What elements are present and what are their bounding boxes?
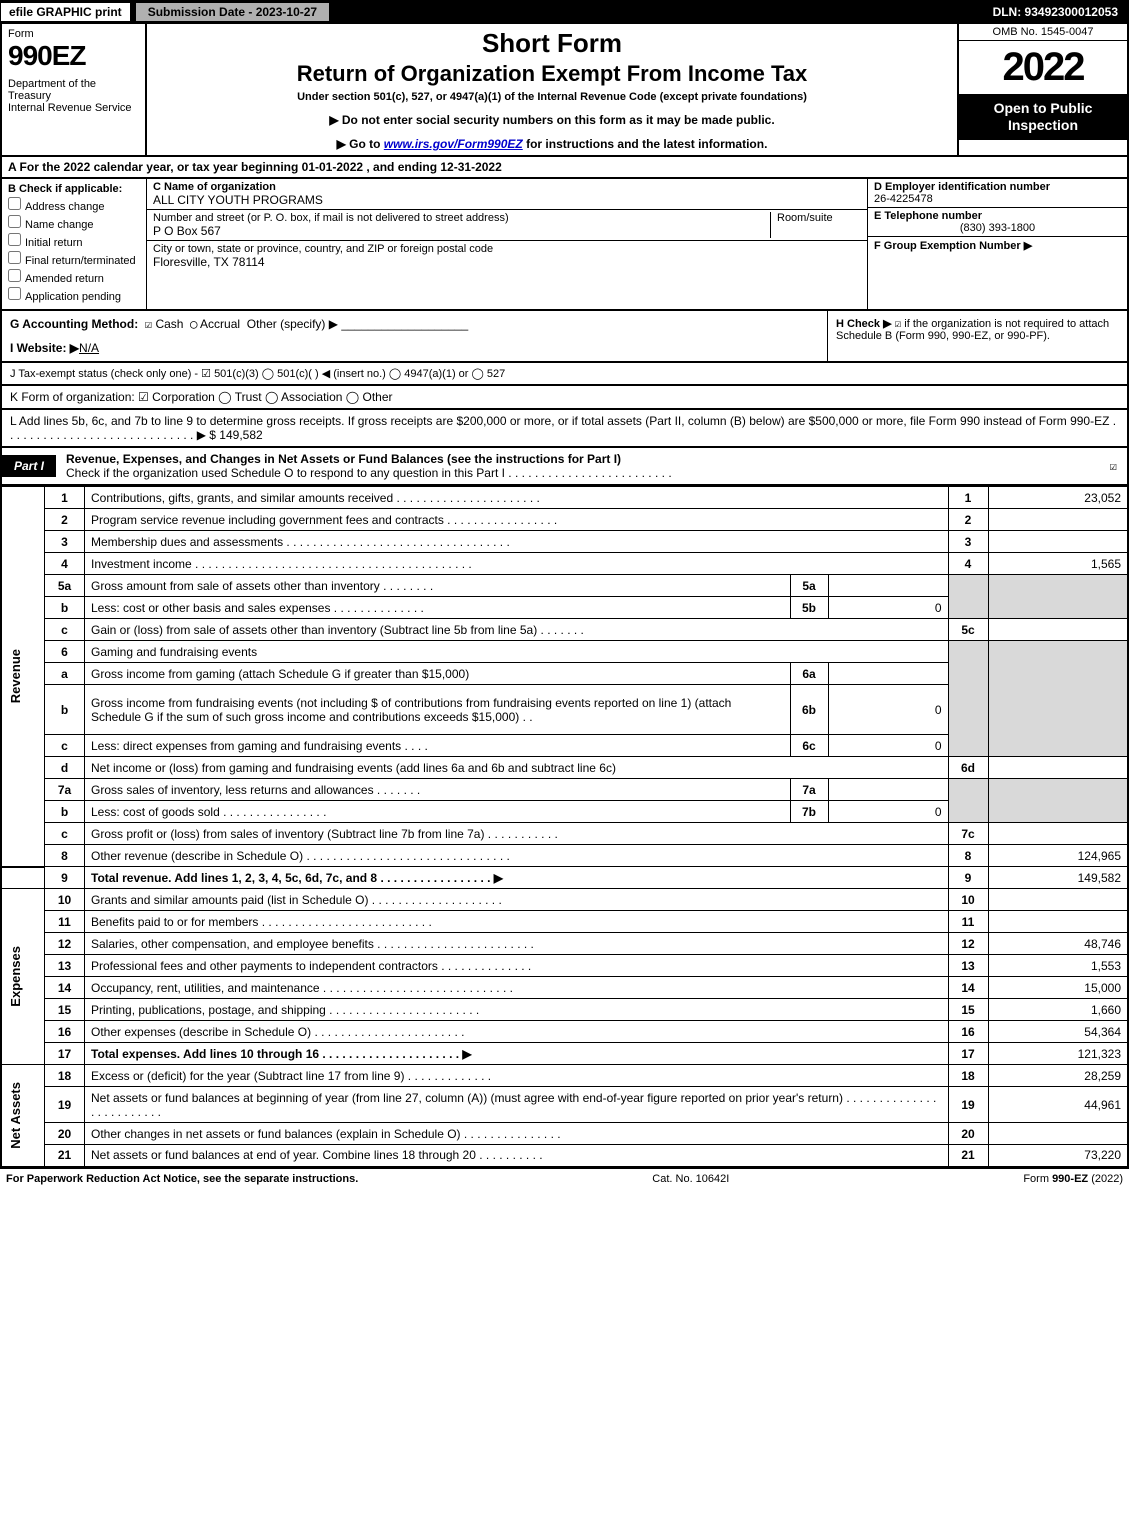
row-l-gross-receipts: L Add lines 5b, 6c, and 7b to line 9 to … <box>0 410 1129 448</box>
room-suite-label: Room/suite <box>777 212 861 224</box>
group-exemption-label: F Group Exemption Number ▶ <box>874 239 1121 252</box>
irs-link[interactable]: www.irs.gov/Form990EZ <box>384 137 523 151</box>
org-name-label: C Name of organization <box>153 181 861 193</box>
part1-sub: Check if the organization used Schedule … <box>66 466 672 480</box>
revenue-side-label: Revenue <box>8 649 23 703</box>
chk-address-change[interactable]: Address change <box>8 197 140 213</box>
footer-left: For Paperwork Reduction Act Notice, see … <box>6 1173 358 1185</box>
row-k-org-form: K Form of organization: ☑ Corporation ◯ … <box>0 386 1129 410</box>
subtitle: Under section 501(c), 527, or 4947(a)(1)… <box>155 91 949 103</box>
line-18-amt: 28,259 <box>988 1065 1128 1087</box>
submission-date: Submission Date - 2023-10-27 <box>135 2 330 22</box>
line-9-amt: 149,582 <box>988 867 1128 889</box>
telephone-label: E Telephone number <box>874 210 1121 222</box>
part1-title: Revenue, Expenses, and Changes in Net As… <box>66 452 621 466</box>
netassets-side-label: Net Assets <box>8 1082 23 1149</box>
dln-label: DLN: 93492300012053 <box>983 3 1128 21</box>
section-bcdef: B Check if applicable: Address change Na… <box>0 179 1129 311</box>
column-d-e-f: D Employer identification number 26-4225… <box>867 179 1127 309</box>
footer: For Paperwork Reduction Act Notice, see … <box>0 1168 1129 1189</box>
note-ssn: ▶ Do not enter social security numbers o… <box>155 113 949 127</box>
street-value: P O Box 567 <box>153 224 764 238</box>
street-label: Number and street (or P. O. box, if mail… <box>153 212 764 224</box>
part1-table: Revenue 1 Contributions, gifts, grants, … <box>0 486 1129 1168</box>
line-17-amt: 121,323 <box>988 1043 1128 1065</box>
top-bar: efile GRAPHIC print Submission Date - 20… <box>0 0 1129 24</box>
chk-application-pending[interactable]: Application pending <box>8 287 140 303</box>
part1-tag: Part I <box>2 455 56 477</box>
form-header: Form 990EZ Department of the Treasury In… <box>0 24 1129 157</box>
line-1-desc: Contributions, gifts, grants, and simila… <box>85 487 949 509</box>
tax-year: 2022 <box>959 41 1127 94</box>
col-b-header: B Check if applicable: <box>8 183 140 195</box>
footer-cat-no: Cat. No. 10642I <box>358 1173 1023 1185</box>
ein-value: 26-4225478 <box>874 193 1121 205</box>
title-short-form: Short Form <box>155 28 949 59</box>
column-c: C Name of organization ALL CITY YOUTH PR… <box>147 179 867 309</box>
line-21-amt: 73,220 <box>988 1145 1128 1167</box>
line-4-amt: 1,565 <box>988 553 1128 575</box>
chk-amended-return[interactable]: Amended return <box>8 269 140 285</box>
row-j-tax-exempt: J Tax-exempt status (check only one) - ☑… <box>0 363 1129 386</box>
column-b: B Check if applicable: Address change Na… <box>2 179 147 309</box>
line-1-amt: 23,052 <box>988 487 1128 509</box>
website-value: N/A <box>79 341 99 355</box>
header-right: OMB No. 1545-0047 2022 Open to Public In… <box>957 24 1127 155</box>
header-left: Form 990EZ Department of the Treasury In… <box>2 24 147 155</box>
chk-final-return[interactable]: Final return/terminated <box>8 251 140 267</box>
h-check-label: H Check ▶ <box>836 318 892 330</box>
ein-label: D Employer identification number <box>874 181 1121 193</box>
chk-name-change[interactable]: Name change <box>8 215 140 231</box>
public-inspection-badge: Open to Public Inspection <box>959 94 1127 140</box>
row-a-period: A For the 2022 calendar year, or tax yea… <box>0 157 1129 179</box>
part1-checkbox[interactable]: ☑ <box>1100 459 1127 473</box>
omb-number: OMB No. 1545-0047 <box>959 24 1127 41</box>
part1-header: Part I Revenue, Expenses, and Changes in… <box>0 448 1129 486</box>
footer-form-ref: Form 990-EZ (2022) <box>1023 1173 1123 1185</box>
form-word: Form <box>8 28 139 40</box>
note-link: ▶ Go to www.irs.gov/Form990EZ for instru… <box>155 137 949 151</box>
efile-label[interactable]: efile GRAPHIC print <box>1 3 131 21</box>
line-12-amt: 48,746 <box>988 933 1128 955</box>
city-value: Floresville, TX 78114 <box>153 255 861 269</box>
chk-initial-return[interactable]: Initial return <box>8 233 140 249</box>
telephone-value: (830) 393-1800 <box>874 222 1121 234</box>
gross-receipts-amount: 149,582 <box>219 428 262 442</box>
header-mid: Short Form Return of Organization Exempt… <box>147 24 957 155</box>
line-8-amt: 124,965 <box>988 845 1128 867</box>
org-name-value: ALL CITY YOUTH PROGRAMS <box>153 193 861 207</box>
row-g-h: G Accounting Method: ☑ Cash ◯ Accrual Ot… <box>0 311 1129 363</box>
department-label: Department of the Treasury Internal Reve… <box>8 78 139 114</box>
website-label: I Website: ▶ <box>10 341 79 355</box>
accounting-method-label: G Accounting Method: <box>10 317 138 331</box>
title-return: Return of Organization Exempt From Incom… <box>155 61 949 87</box>
city-label: City or town, state or province, country… <box>153 243 861 255</box>
expenses-side-label: Expenses <box>8 946 23 1007</box>
form-number: 990EZ <box>8 40 139 72</box>
